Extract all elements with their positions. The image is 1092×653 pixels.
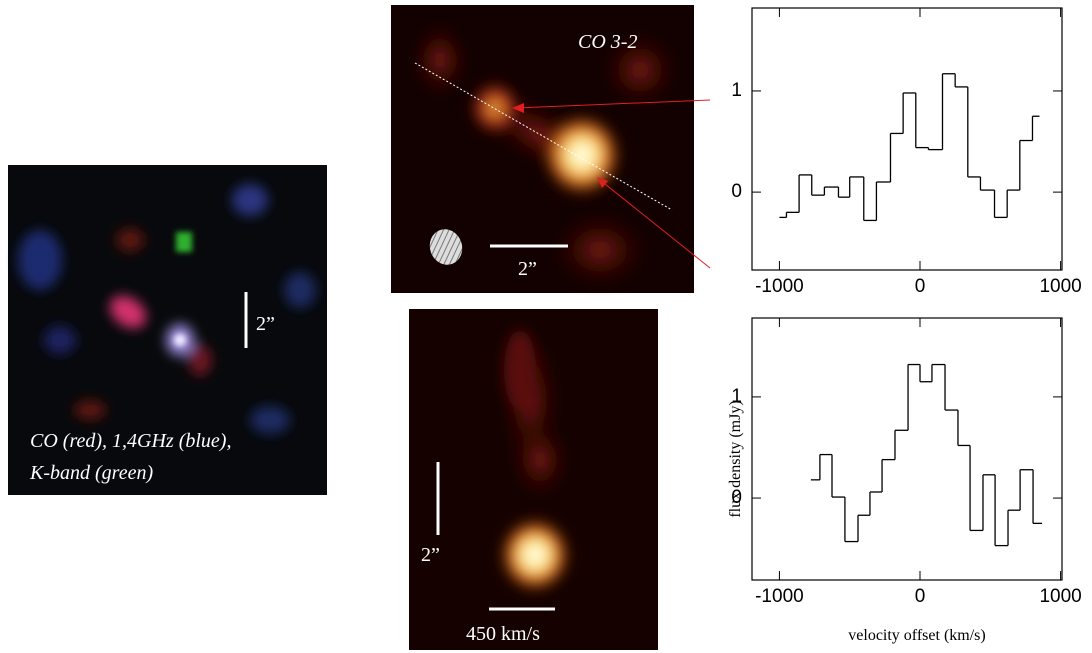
scale-label: 2” xyxy=(518,258,537,280)
co-map-image xyxy=(391,5,694,293)
velocity-scale-label: 450 km/s xyxy=(466,623,540,645)
x-tick-label: 0 xyxy=(915,276,926,297)
x-tick-label: -1000 xyxy=(755,276,804,297)
composite-image xyxy=(8,165,327,495)
arrows xyxy=(512,99,711,269)
caption: CO (red), 1,4GHz (blue), xyxy=(30,430,231,452)
x-tick-label: -1000 xyxy=(755,586,804,607)
y-tick-label: 0 xyxy=(731,487,742,508)
y-tick-label: 1 xyxy=(731,80,742,101)
plot-frame xyxy=(751,317,1063,581)
x-tick-label: 1000 xyxy=(1039,276,1081,297)
x-tick-label: 0 xyxy=(915,586,926,607)
caption: K-band (green) xyxy=(29,462,153,484)
y-tick-label: 1 xyxy=(731,386,742,407)
map-title: CO 3-2 xyxy=(578,31,637,53)
plot-frame xyxy=(751,7,1063,271)
pv-diagram-image xyxy=(409,309,658,650)
scale-label: 2” xyxy=(256,313,275,335)
x-tick-label: 1000 xyxy=(1039,586,1081,607)
scale-label: 2” xyxy=(421,544,440,566)
y-axis-label: flux density (mJy) xyxy=(727,400,744,517)
y-tick-label: 0 xyxy=(731,181,742,202)
x-axis-label: velocity offset (km/s) xyxy=(848,627,985,644)
